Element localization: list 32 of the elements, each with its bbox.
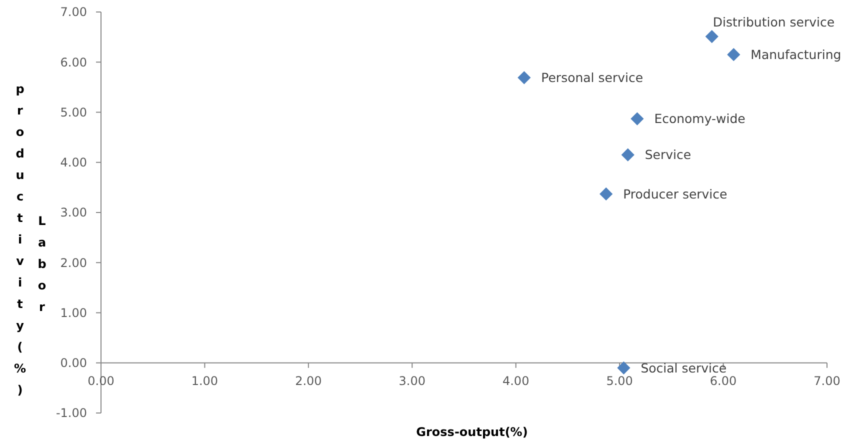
- x-tick-label: 1.00: [191, 374, 218, 388]
- x-tick-label: 3.00: [398, 374, 426, 388]
- point: [621, 148, 634, 162]
- x-tick-label: 2.00: [295, 374, 322, 388]
- y-tick-label: 4.00: [60, 156, 87, 170]
- point: [705, 30, 718, 44]
- annotation: Economy-wide: [654, 111, 746, 126]
- point: [617, 361, 630, 374]
- point: [600, 187, 613, 201]
- y-tick-label: 0.00: [60, 356, 87, 370]
- point: [727, 48, 740, 62]
- y-tick-label: -1.00: [56, 406, 87, 420]
- annotation: Distribution service: [712, 14, 835, 30]
- y-axis-title: Labor productivity(%): [13, 82, 49, 404]
- y-tick-label: 7.00: [60, 5, 87, 20]
- y-tick-label: 3.00: [60, 206, 87, 220]
- point: [518, 71, 531, 84]
- x-axis-title: Gross-output(%): [416, 425, 528, 439]
- point: [630, 112, 644, 126]
- annotation: Manufacturing: [750, 46, 842, 62]
- x-tick-label: 5.00: [606, 374, 633, 388]
- x-tick-label: 6.00: [710, 374, 737, 388]
- x-tick-label: 4.00: [502, 374, 530, 388]
- annotation: Producer service: [623, 186, 728, 202]
- annotation: Service: [644, 147, 692, 162]
- y-tick-label: 6.00: [60, 55, 87, 70]
- y-tick-label: 5.00: [60, 105, 87, 120]
- annotation: Personal service: [541, 70, 644, 86]
- y-tick-label: 2.00: [60, 256, 87, 270]
- annotation: Social service: [640, 360, 727, 376]
- y-tick-label: 1.00: [60, 306, 87, 320]
- x-tick-label: 7.00: [814, 374, 840, 388]
